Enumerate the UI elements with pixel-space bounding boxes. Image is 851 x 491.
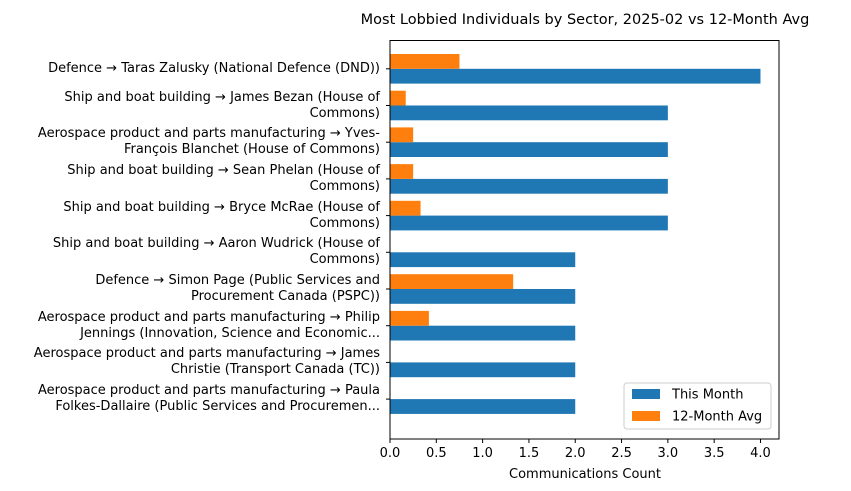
y-tick-label: Aerospace product and parts manufacturin…	[0, 126, 380, 158]
legend-label-12-month-avg: 12-Month Avg	[672, 410, 762, 425]
y-tick-label-line: Ship and boat building → Sean Phelan (Ho…	[67, 162, 380, 178]
y-tick-label-line: Procurement Canada (PSPC))	[190, 289, 380, 304]
y-tick-label-line: Defence → Taras Zalusky (National Defenc…	[48, 60, 380, 76]
bar-this-month	[390, 399, 576, 414]
x-tick-label: 2.0	[565, 446, 586, 461]
y-tick-label-line: Aerospace product and parts manufacturin…	[37, 126, 380, 142]
y-tick-label: Aerospace product and parts manufacturin…	[0, 310, 380, 342]
y-tick-label-line: Ship and boat building → James Bezan (Ho…	[64, 89, 380, 105]
x-axis-label: Communications Count	[509, 467, 661, 482]
y-tick-label-line: Aerospace product and parts manufacturin…	[33, 346, 380, 362]
y-tick-label: Defence → Simon Page (Public Services an…	[0, 273, 380, 305]
x-tick-label: 1.0	[472, 446, 493, 461]
x-tick-label: 0.5	[426, 446, 447, 461]
y-tick-label-line: Commons)	[309, 178, 380, 194]
y-tick-label-line: Ship and boat building → Aaron Wudrick (…	[52, 236, 380, 252]
y-tick-label: Ship and boat building → James Bezan (Ho…	[0, 90, 380, 122]
bar-this-month	[390, 215, 668, 231]
x-tick-label: 3.0	[658, 446, 679, 461]
bar-12-month-avg	[390, 54, 460, 69]
y-tick-label: Ship and boat building → Aaron Wudrick (…	[0, 236, 380, 268]
y-tick-label-line: Christie (Transport Canada (TC))	[170, 362, 380, 378]
y-tick-label-line: Aerospace product and parts manufacturin…	[37, 309, 380, 325]
y-tick-label-line: Folkes-Dallaire (Public Services and Pro…	[55, 399, 380, 415]
y-tick-label-line: Jennings (Innovation, Science and Econom…	[80, 325, 380, 341]
y-tick-label-line: Aerospace product and parts manufacturin…	[37, 383, 380, 399]
legend-swatch-this-month	[632, 389, 660, 399]
bar-12-month-avg	[390, 90, 406, 106]
bar-this-month	[390, 362, 576, 378]
y-tick-label-line: Commons)	[309, 252, 380, 268]
bar-this-month	[390, 68, 761, 84]
legend-swatch-12-month-avg	[632, 411, 660, 421]
plot-frame	[389, 40, 780, 440]
bar-12-month-avg	[390, 127, 414, 143]
y-tick-label: Aerospace product and parts manufacturin…	[0, 346, 380, 378]
y-tick-label: Ship and boat building → Sean Phelan (Ho…	[0, 163, 380, 195]
bar-this-month	[390, 105, 668, 121]
y-tick-label-line: Commons)	[309, 215, 380, 231]
y-tick-label-line: Commons)	[309, 105, 380, 121]
bar-12-month-avg	[390, 164, 414, 179]
x-tick-label: 1.5	[519, 446, 540, 461]
x-tick-label: 4.0	[750, 446, 771, 461]
bar-this-month	[390, 252, 576, 268]
y-tick-label: Defence → Taras Zalusky (National Defenc…	[0, 61, 380, 77]
bar-12-month-avg	[390, 200, 421, 216]
x-tick-label: 0.0	[380, 446, 401, 461]
bar-this-month	[390, 142, 668, 157]
bar-this-month	[390, 325, 576, 341]
y-tick-label: Aerospace product and parts manufacturin…	[0, 383, 380, 415]
legend: This Month 12-Month Avg	[623, 382, 772, 430]
x-tick-label: 3.5	[704, 446, 725, 461]
y-tick-label-line: Defence → Simon Page (Public Services an…	[95, 273, 380, 288]
y-tick-label-line: Ship and boat building → Bryce McRae (Ho…	[63, 199, 380, 215]
bar-this-month	[390, 289, 576, 304]
chart-title: Most Lobbied Individuals by Sector, 2025…	[361, 12, 810, 28]
y-tick-label-line: François Blanchet (House of Commons)	[123, 142, 380, 158]
bar-12-month-avg	[390, 310, 429, 326]
bar-this-month	[390, 178, 668, 194]
legend-label-this-month: This Month	[671, 388, 743, 403]
x-tick-label: 2.5	[611, 446, 632, 461]
bar-12-month-avg	[390, 274, 514, 289]
y-tick-label: Ship and boat building → Bryce McRae (Ho…	[0, 200, 380, 232]
